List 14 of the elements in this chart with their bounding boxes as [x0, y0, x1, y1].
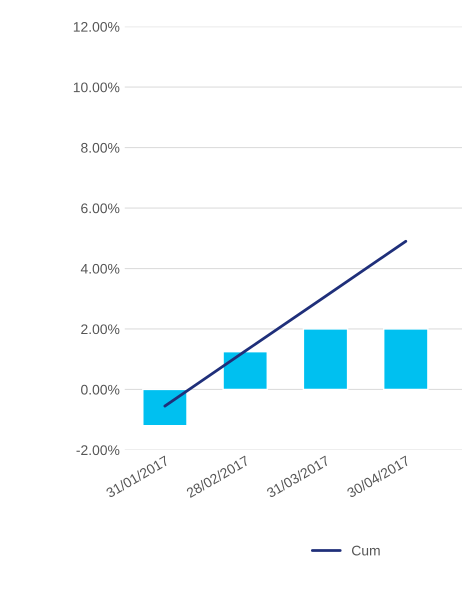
- y-tick-label: -2.00%: [76, 445, 120, 456]
- y-tick-label: 12.00%: [74, 22, 120, 32]
- bar: [302, 328, 348, 390]
- y-tick-label: 2.00%: [81, 324, 120, 334]
- legend-label: Cum: [352, 546, 380, 556]
- y-tick-label: 8.00%: [81, 142, 120, 153]
- y-tick-label: 0.00%: [81, 384, 120, 395]
- y-tick-label: 10.00%: [74, 82, 120, 92]
- bar: [142, 388, 188, 426]
- y-tick-label: 6.00%: [81, 203, 120, 214]
- bar: [222, 350, 268, 390]
- y-tick-label: 4.00%: [80, 264, 120, 274]
- bar: [383, 328, 429, 390]
- line-series: [164, 240, 408, 408]
